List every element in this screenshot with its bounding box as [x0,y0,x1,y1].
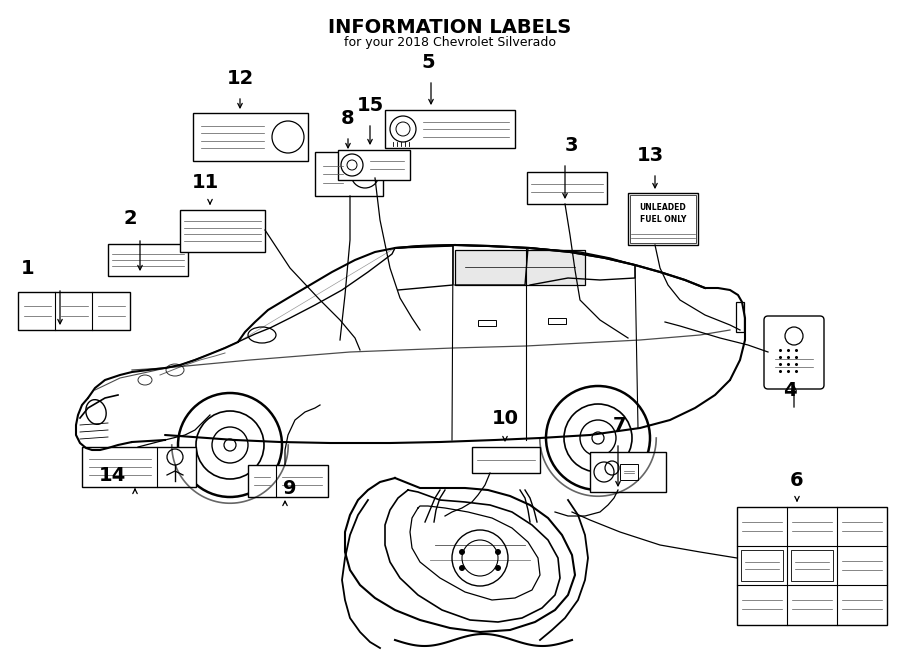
Bar [472,447,540,473]
Text: 14: 14 [98,466,126,485]
Bar [736,302,744,332]
Circle shape [459,549,465,555]
Bar [630,195,696,243]
Bar [180,210,265,252]
Text: FUEL ONLY: FUEL ONLY [640,215,686,224]
Text: 3: 3 [564,136,578,155]
Bar [248,465,328,497]
Bar [741,550,783,581]
Bar [620,464,638,480]
Bar [791,550,833,581]
Text: UNLEADED: UNLEADED [640,203,687,212]
Bar [527,172,607,204]
Bar [628,193,698,245]
Text: 11: 11 [192,173,219,192]
Bar [478,320,496,326]
Circle shape [495,549,501,555]
FancyBboxPatch shape [764,316,824,389]
Bar [338,150,410,180]
Bar [108,244,188,276]
Bar [18,292,130,330]
Bar [590,452,666,492]
Bar [315,152,383,196]
Circle shape [459,565,465,571]
Text: 8: 8 [341,109,355,128]
Text: 7: 7 [613,416,626,435]
Bar [385,110,515,148]
Text: 9: 9 [284,479,297,498]
Bar [193,113,308,161]
Text: 5: 5 [421,53,435,72]
Text: 4: 4 [783,381,796,400]
Bar [82,447,196,487]
Text: INFORMATION LABELS: INFORMATION LABELS [328,18,572,37]
Text: 1: 1 [22,259,35,278]
Text: 2: 2 [123,209,137,228]
Text: 12: 12 [227,69,254,88]
Bar [455,250,585,285]
Text: 13: 13 [636,146,663,165]
Text: 15: 15 [356,96,383,115]
Text: 6: 6 [790,471,804,490]
Bar [548,318,566,324]
Text: 10: 10 [491,409,518,428]
Circle shape [495,565,501,571]
Bar [737,507,887,625]
Text: for your 2018 Chevrolet Silverado: for your 2018 Chevrolet Silverado [344,36,556,49]
